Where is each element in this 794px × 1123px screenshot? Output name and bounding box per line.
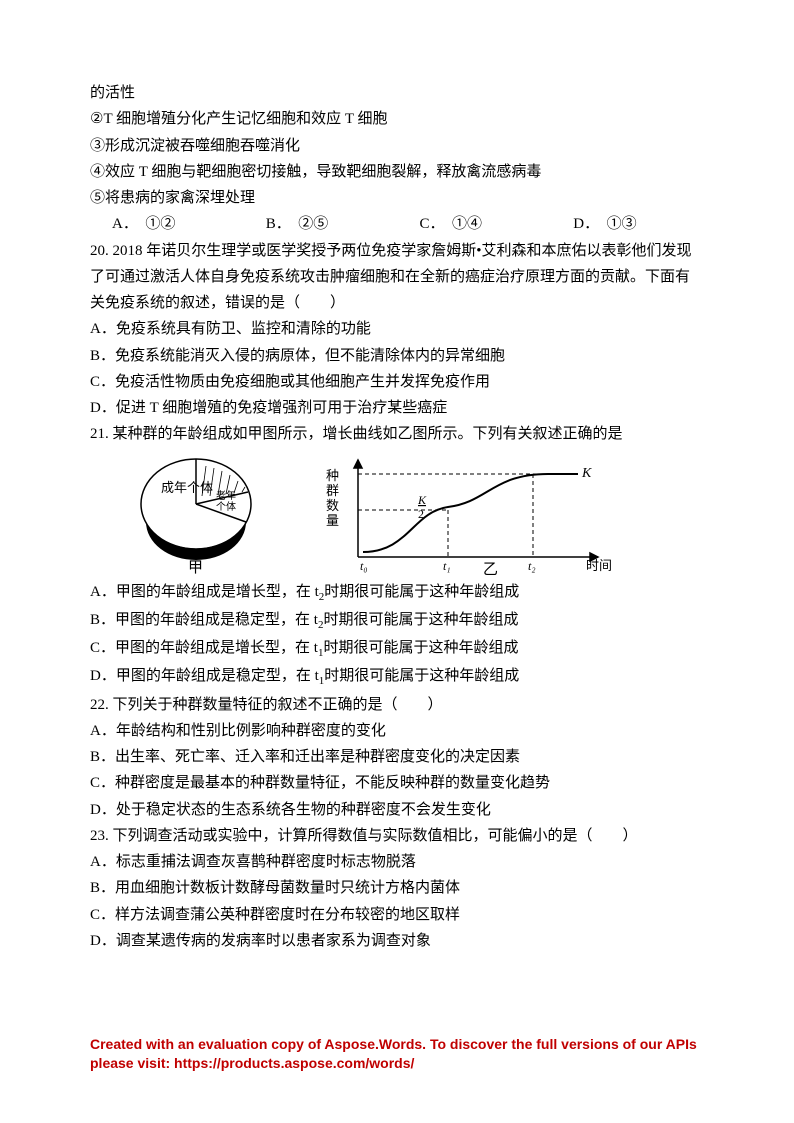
curve-t1: t₁ [443,559,451,573]
q23-stem: 23. 下列调查活动或实验中，计算所得数值与实际数值相比，可能偏小的是（ ） [90,823,704,849]
curve-t2: t₂ [528,559,536,573]
q19-options: A． ①② B． ②⑤ C． ①④ D． ①③ [90,211,704,237]
curve-k2-den: 2 [418,507,424,521]
paragraph: ④效应 T 细胞与靶细胞密切接触，导致靶细胞裂解，释放禽流感病毒 [90,159,704,185]
watermark-footer: Created with an evaluation copy of Aspos… [90,1035,704,1073]
option-a: A． ①② [112,211,262,237]
pie-label-adult: 成年个体 [161,480,213,495]
curve-xlabel: 时间 [586,558,612,573]
q21-stem: 21. 某种群的年龄组成如甲图所示，增长曲线如乙图所示。下列有关叙述正确的是 [90,421,704,447]
pie-caption: 甲 [188,560,203,576]
q20-option-a: A．免疫系统具有防卫、监控和清除的功能 [90,316,704,342]
svg-text:数: 数 [326,498,339,513]
paragraph: ②T 细胞增殖分化产生记忆细胞和效应 T 细胞 [90,106,704,132]
paragraph: ③形成沉淀被吞噬细胞吞噬消化 [90,133,704,159]
q23-option-b: B．用血细胞计数板计数酵母菌数量时只统计方格内菌体 [90,875,704,901]
q22-option-d: D．处于稳定状态的生态系统各生物的种群密度不会发生变化 [90,797,704,823]
q23-option-a: A．标志重捕法调查灰喜鹊种群密度时标志物脱落 [90,849,704,875]
option-d: D． ①③ [573,211,636,237]
curve-k-label: K [581,466,592,481]
q20-option-c: C．免疫活性物质由免疫细胞或其他细胞产生并发挥免疫作用 [90,369,704,395]
pie-label-young: 幼年个体 [170,524,218,538]
curve-caption: 乙 [483,562,498,577]
q20-stem: 20. 2018 年诺贝尔生理学或医学奖授予两位免疫学家詹姆斯•艾利森和本庶佑以… [90,238,704,317]
footer-link[interactable]: https://products.aspose.com/words/ [174,1055,414,1071]
q20-option-d: D．促进 T 细胞增殖的免疫增强剂可用于治疗某些癌症 [90,395,704,421]
curve-t0: t₀ [360,559,368,573]
q21-option-a: A．甲图的年龄组成是增长型，在 t2时期很可能属于这种年龄组成 [90,579,704,607]
q23-option-d: D．调查某遗传病的发病率时以患者家系为调查对象 [90,928,704,954]
q21-option-d: D．甲图的年龄组成是稳定型，在 t1时期很可能属于这种年龄组成 [90,663,704,691]
q22-option-b: B．出生率、死亡率、迁入率和迁出率是种群密度变化的决定因素 [90,744,704,770]
curve-ylabel: 种 [326,468,339,483]
pie-label-old-2: 个体 [216,501,236,513]
figure-pie: 成年个体 老年 个体 幼年个体 甲 [128,452,268,577]
figure-curve: 种 群 数 量 K K 2 t₀ t₁ t₂ 时间 乙 [318,452,618,577]
q23-option-c: C．样方法调查蒲公英种群密度时在分布较密的地区取样 [90,902,704,928]
option-b: B． ②⑤ [266,211,416,237]
figure-row: 成年个体 老年 个体 幼年个体 甲 种 群 数 量 K K 2 [128,452,704,577]
q20-option-b: B．免疫系统能消灭入侵的病原体，但不能清除体内的异常细胞 [90,343,704,369]
q21-option-b: B．甲图的年龄组成是稳定型，在 t2时期很可能属于这种年龄组成 [90,607,704,635]
curve-k2-num: K [417,493,427,507]
pie-label-old: 老年 [216,489,236,502]
q21-option-c: C．甲图的年龄组成是增长型，在 t1时期很可能属于这种年龄组成 [90,635,704,663]
svg-text:群: 群 [326,483,339,498]
q22-option-a: A．年龄结构和性别比例影响种群密度的变化 [90,718,704,744]
paragraph: ⑤将患病的家禽深埋处理 [90,185,704,211]
option-c: C． ①④ [420,211,570,237]
q22-option-c: C．种群密度是最基本的种群数量特征，不能反映种群的数量变化趋势 [90,770,704,796]
q22-stem: 22. 下列关于种群数量特征的叙述不正确的是（ ） [90,692,704,718]
paragraph: 的活性 [90,80,704,106]
svg-text:量: 量 [326,513,339,528]
